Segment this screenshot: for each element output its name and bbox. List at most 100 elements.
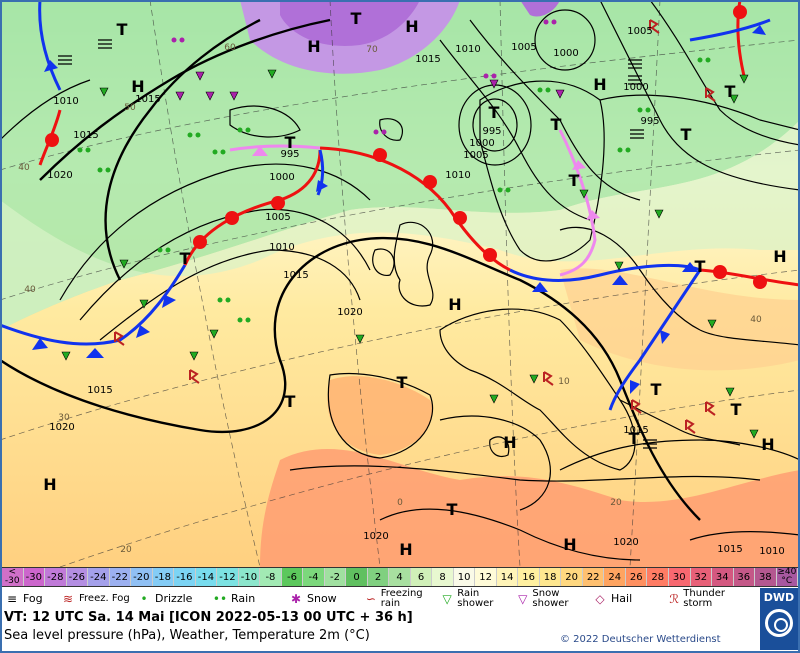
warm-zone-iberia bbox=[327, 376, 433, 455]
hail-icon: ◇ bbox=[595, 592, 605, 606]
isobar-label: 1020 bbox=[363, 531, 388, 542]
legend-label: Rain shower bbox=[457, 588, 494, 609]
isobar-label: 1000 bbox=[469, 138, 494, 149]
low-pressure-marker: T bbox=[489, 103, 500, 122]
low-pressure-marker: T bbox=[731, 400, 742, 419]
low-pressure-marker: T bbox=[180, 249, 191, 268]
scale-cell: -20 bbox=[131, 568, 153, 586]
low-pressure-markers: T T T T T T T T T T T T T T T T bbox=[117, 9, 742, 519]
graticule bbox=[0, 0, 800, 567]
legend-label: Thunder storm bbox=[683, 588, 726, 609]
scale-cell: 18 bbox=[539, 568, 562, 586]
dwd-logo-text: DWD bbox=[763, 591, 795, 604]
high-pressure-marker: H bbox=[307, 37, 320, 56]
high-pressure-markers: H H H H H H H H H H H bbox=[43, 17, 786, 559]
cold-front-europe bbox=[509, 263, 701, 282]
scale-cell: 0 bbox=[346, 568, 368, 586]
isobar-label: 1005 bbox=[511, 42, 536, 53]
temperature-label: 10 bbox=[558, 377, 570, 387]
isobar-label: 1005 bbox=[265, 212, 290, 223]
scale-cell: -30 bbox=[23, 568, 46, 586]
legend-item: ▽ Rain shower bbox=[438, 588, 514, 610]
fronts bbox=[0, 0, 800, 411]
legend-label: Drizzle bbox=[155, 592, 193, 605]
temperature-label: 70 bbox=[366, 45, 378, 55]
warm-zone-east bbox=[560, 268, 800, 371]
scale-cell: 24 bbox=[604, 568, 626, 586]
low-pressure-marker: T bbox=[569, 171, 580, 190]
scale-cell: -18 bbox=[152, 568, 175, 586]
low-pressure-marker: T bbox=[651, 380, 662, 399]
low-pressure-marker: T bbox=[397, 373, 408, 392]
scale-cell: -22 bbox=[109, 568, 132, 586]
occlusion-atlantic bbox=[229, 144, 321, 152]
warm-zone-south bbox=[260, 449, 800, 567]
isobar-label: 1020 bbox=[337, 307, 362, 318]
cold-front-northeast bbox=[689, 18, 771, 42]
low-pressure-marker: T bbox=[285, 392, 296, 411]
cold-pocket-inner bbox=[280, 0, 420, 46]
dwd-logo: DWD bbox=[760, 588, 798, 650]
cold-front-balkan bbox=[608, 269, 702, 411]
dwd-swirl-icon bbox=[765, 609, 793, 637]
scale-cell: 32 bbox=[690, 568, 713, 586]
scale-cell: 38 bbox=[755, 568, 777, 586]
temperature-label: 40 bbox=[750, 315, 762, 325]
isobar-label: 1015 bbox=[717, 544, 742, 555]
weather-legend: ≡ Fog ≋ Freez. Fog • Drizzle •• Rain ✱ Snow ∽ Freez… bbox=[2, 588, 760, 610]
cold-pocket-scand bbox=[520, 0, 560, 17]
isobar-label: 1010 bbox=[269, 242, 294, 253]
high-pressure-marker: H bbox=[593, 75, 606, 94]
isobar-label: 1005 bbox=[463, 150, 488, 161]
low-pressure-marker: T bbox=[447, 500, 458, 519]
isobar-label: 1015 bbox=[87, 385, 112, 396]
rain-icon: •• bbox=[212, 592, 228, 606]
high-pressure-marker: H bbox=[563, 535, 576, 554]
high-pressure-marker: H bbox=[43, 475, 56, 494]
drizzle-icon: • bbox=[140, 592, 148, 606]
temperature-label: 30 bbox=[58, 413, 70, 423]
isobars bbox=[0, 0, 800, 561]
legend-label: Freezing rain bbox=[380, 588, 423, 609]
isobar-label: 1020 bbox=[47, 170, 72, 181]
scale-cell: -16 bbox=[174, 568, 196, 586]
legend-item: •• Rain bbox=[210, 588, 286, 610]
temperature-labels: 60 70 50 40 40 40 30 20 20 10 0 bbox=[18, 43, 762, 555]
isobar-label: 1015 bbox=[73, 130, 98, 141]
isobar-label: 1000 bbox=[553, 48, 578, 59]
isobar-label: 1010 bbox=[759, 546, 784, 557]
isobar-label: 995 bbox=[482, 126, 501, 137]
legend-label: Snow shower bbox=[532, 588, 569, 609]
scale-cell: -2 bbox=[324, 568, 347, 586]
scale-cell: -14 bbox=[195, 568, 218, 586]
scale-cell: -28 bbox=[45, 568, 67, 586]
high-pressure-marker: H bbox=[761, 435, 774, 454]
scale-cell: 4 bbox=[389, 568, 411, 586]
scale-cell: 8 bbox=[432, 568, 454, 586]
scale-cell: -24 bbox=[88, 568, 110, 586]
scale-cell-max: ≥40 °C bbox=[776, 567, 799, 586]
isobar-label: 1015 bbox=[283, 270, 308, 281]
temperature-label: 60 bbox=[224, 43, 236, 53]
high-pressure-marker: H bbox=[448, 295, 461, 314]
low-pressure-marker: T bbox=[551, 115, 562, 134]
isobar-label: 995 bbox=[280, 149, 299, 160]
scale-cell: 28 bbox=[647, 568, 669, 586]
scale-cell: 12 bbox=[475, 568, 497, 586]
scale-cell: 26 bbox=[625, 568, 648, 586]
scale-cell: -8 bbox=[260, 568, 282, 586]
high-pressure-marker: H bbox=[399, 540, 412, 559]
legend-item: ℛ Thunder storm bbox=[666, 588, 742, 610]
isobar-label: 1020 bbox=[613, 537, 638, 548]
isobar-label: 1015 bbox=[415, 54, 440, 65]
rain-shower-icon: ▽ bbox=[442, 592, 452, 606]
legend-item: ∽ Freezing rain bbox=[362, 588, 438, 610]
scale-cell: -12 bbox=[217, 568, 239, 586]
legend-item: ✱ Snow bbox=[286, 588, 362, 610]
scale-cell: 10 bbox=[453, 568, 476, 586]
legend-label: Freez. Fog bbox=[79, 593, 130, 604]
scale-cell: 30 bbox=[668, 568, 691, 586]
legend-item: ≋ Freez. Fog bbox=[58, 588, 134, 610]
isobar-label: 1005 bbox=[627, 26, 652, 37]
